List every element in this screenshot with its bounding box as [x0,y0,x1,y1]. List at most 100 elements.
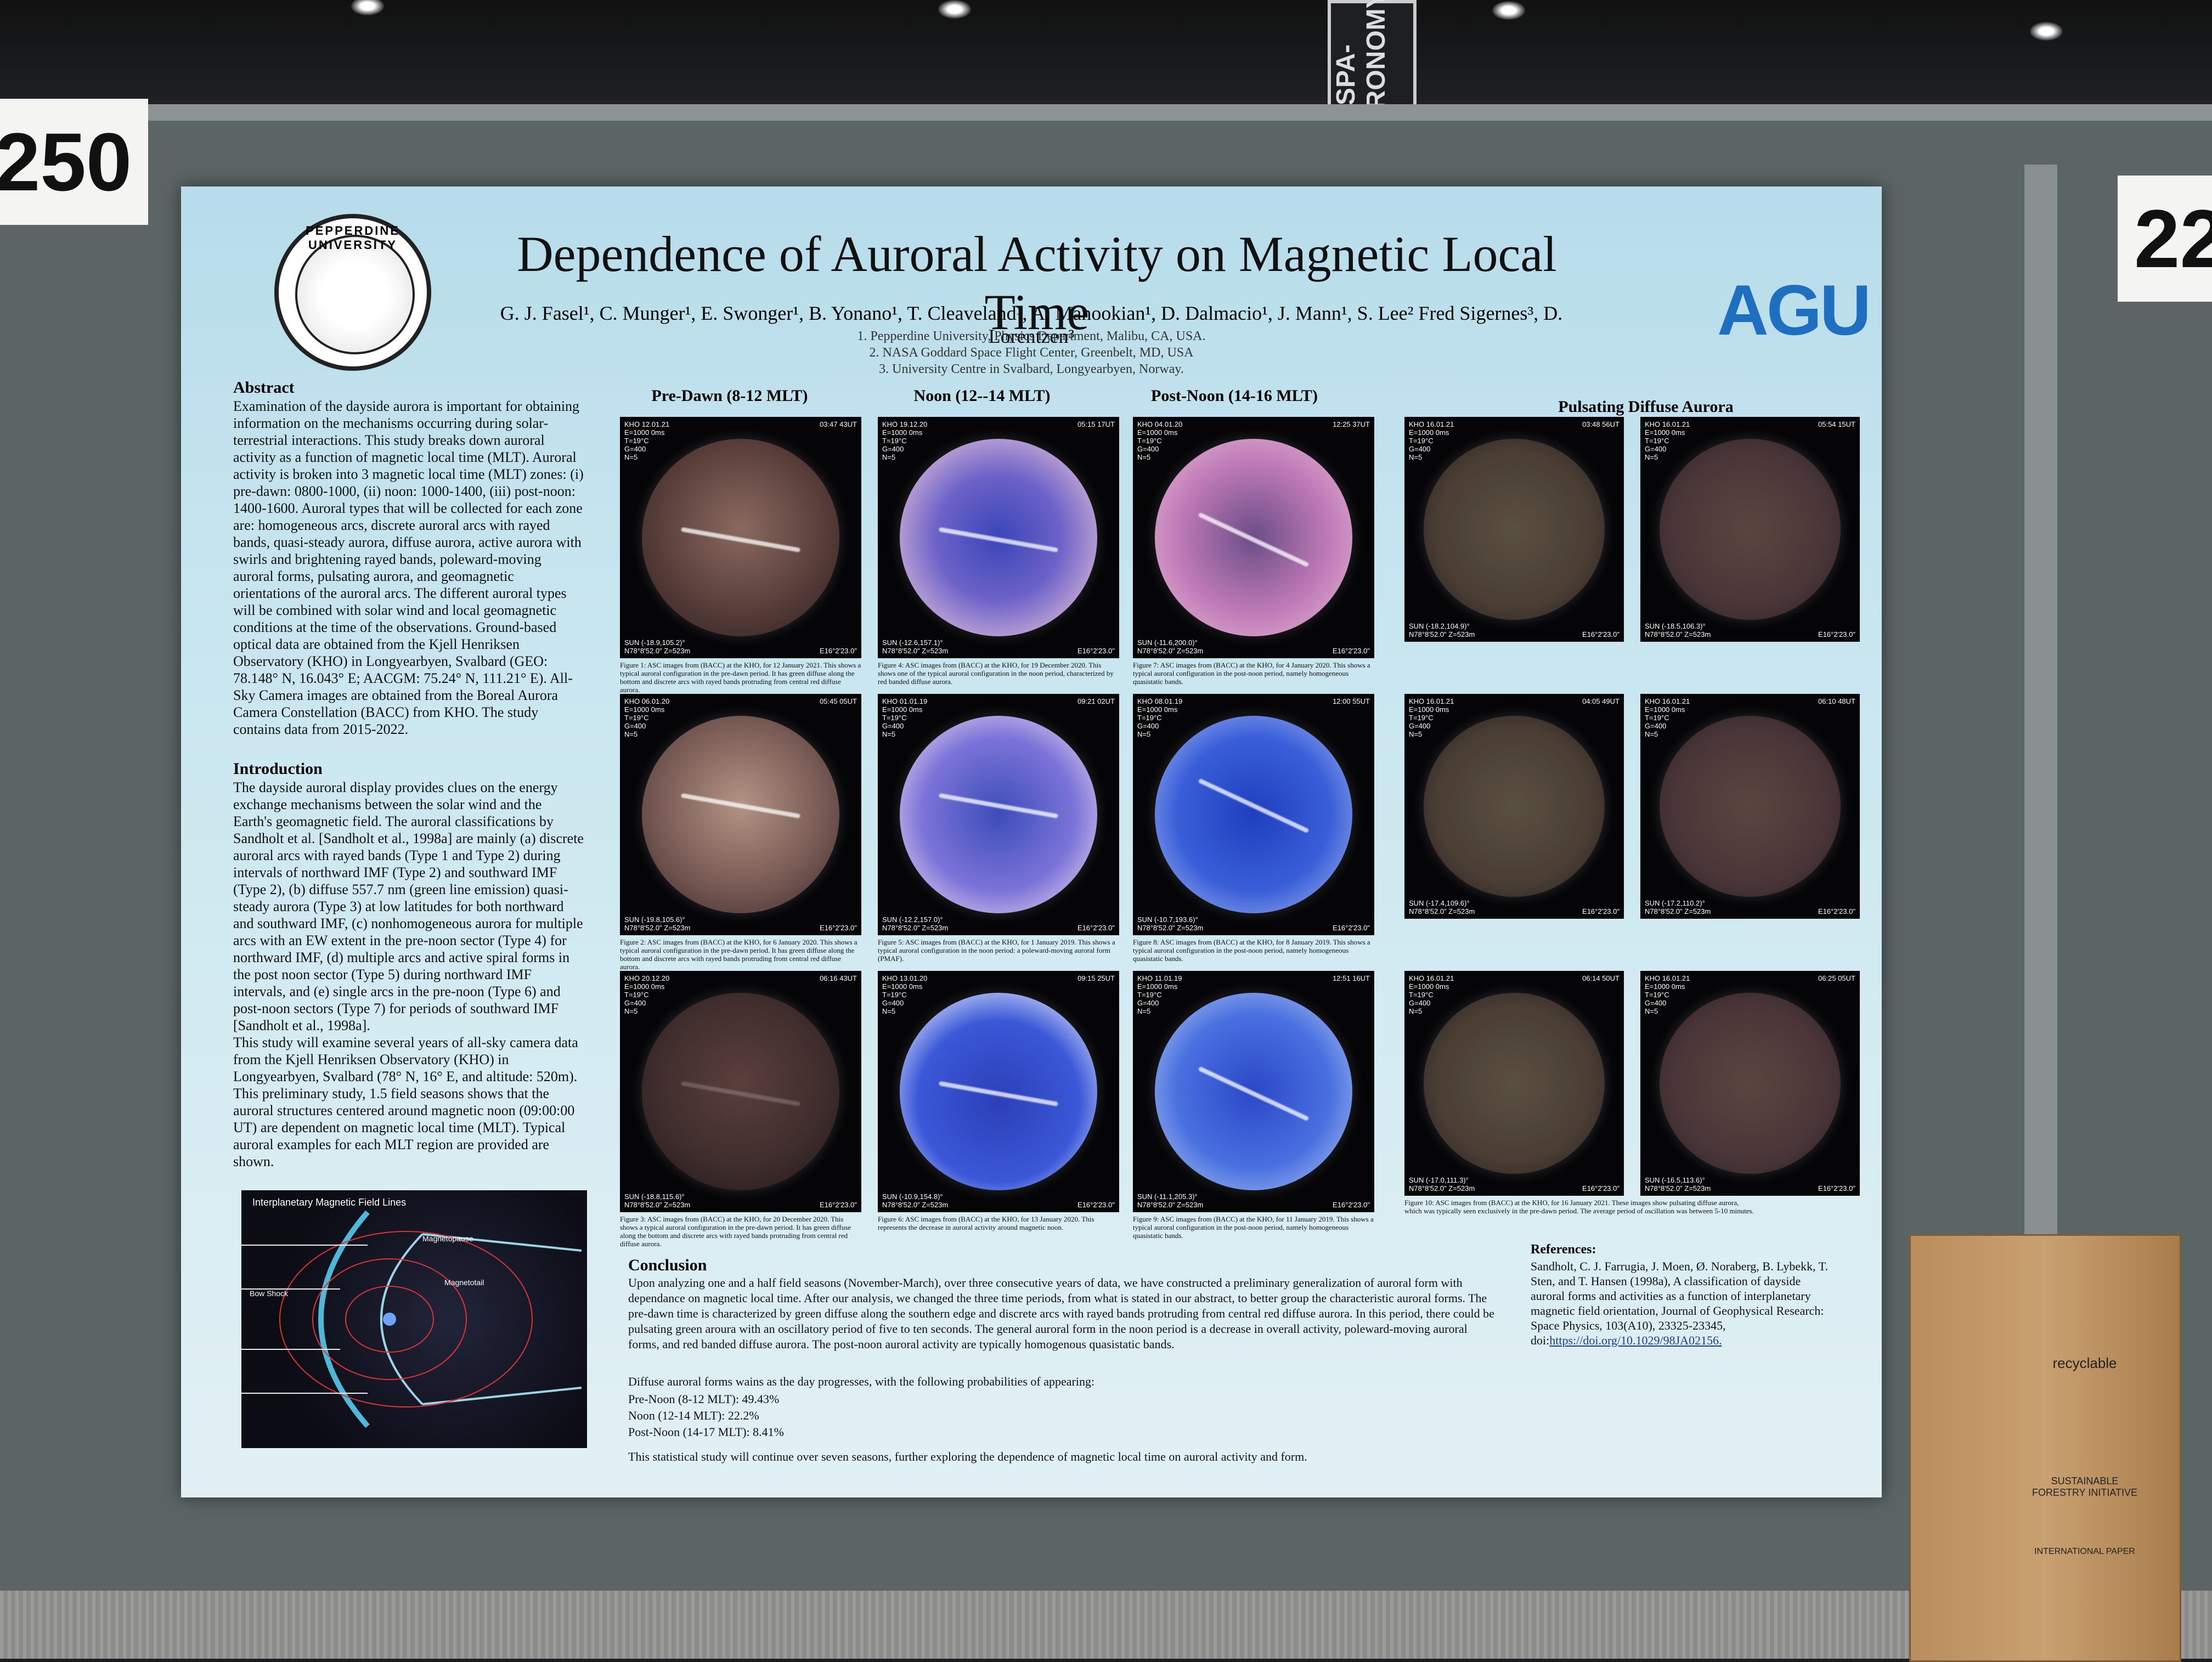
image-metadata-line: T=19°C [882,714,907,722]
image-sun-line: N78°8'52.0" Z=523m [624,1201,691,1209]
allsky-dome [1155,716,1352,913]
image-longitude: E16°2'23.0" [1818,907,1855,915]
image-timestamp: 12:00 55UT [1333,697,1370,705]
image-metadata-line: E=1000 0ms [624,982,665,991]
allsky-image: KHO 16.01.21 E=1000 0ms T=19°C G=400 N=5 06:2… [1640,971,1860,1196]
conclusion-text: Upon analyzing one and a half field seas… [628,1276,1494,1351]
image-metadata: KHO 04.01.20 E=1000 0ms T=19°C G=400 N=5 [1137,420,1203,461]
image-metadata: KHO 12.01.21 E=1000 0ms T=19°C G=400 N=5 [624,420,690,461]
image-metadata-line: N=5 [1409,730,1423,738]
image-sun-line: N78°8'52.0" Z=523m [624,924,691,932]
references-heading: References: [1531,1242,1596,1257]
image-metadata-line: E=1000 0ms [1645,428,1685,437]
image-metadata-line: KHO 19.12.20 [882,420,928,428]
conclusion-heading: Conclusion [628,1256,707,1274]
image-metadata-line: G=400 [882,999,904,1007]
image-sun-line: SUN (-18.9,105.2)° [624,638,685,647]
allsky-dome [1424,439,1605,620]
image-sun-position: SUN (-16.5,113.6)° N78°8'52.0" Z=523m [1645,1176,1711,1192]
image-longitude: E16°2'23.0" [1582,1184,1620,1192]
image-sun-line: N78°8'52.0" Z=523m [882,647,949,655]
image-metadata-line: G=400 [1645,999,1667,1007]
image-metadata-line: KHO 11.01.19 [1137,974,1182,982]
prob-postnoon: Post-Noon (14-17 MLT): 8.41% [628,1425,784,1439]
image-metadata-line: G=400 [1409,445,1431,453]
allsky-image: KHO 04.01.20 E=1000 0ms T=19°C G=400 N=5 12:2… [1133,417,1374,658]
image-sun-position: SUN (-18.2,104.9)° N78°8'52.0" Z=523m [1409,622,1475,638]
image-sun-line: SUN (-18.5,106.3)° [1645,622,1706,630]
image-longitude: E16°2'23.0" [1077,647,1115,655]
image-metadata-line: KHO 08.01.19 [1137,697,1183,705]
image-timestamp: 09:21 02UT [1077,697,1115,705]
image-timestamp: 06:16 43UT [820,974,857,982]
allsky-dome [1424,993,1605,1174]
image-metadata-line: G=400 [1645,722,1667,730]
allsky-dome [1660,439,1841,620]
image-metadata-line: E=1000 0ms [1137,705,1178,714]
image-metadata-line: N=5 [1137,1007,1151,1015]
booth-number-left: 250 [0,99,149,225]
image-metadata: KHO 20.12.20 E=1000 0ms T=19°C G=400 N=5 [624,974,690,1015]
image-timestamp: 06:25 05UT [1818,974,1855,982]
image-sun-line: N78°8'52.0" Z=523m [882,1201,949,1209]
allsky-image: KHO 06.01.20 E=1000 0ms T=19°C G=400 N=5 05:4… [620,694,861,935]
conclusion-prob-intro: Diffuse auroral forms wains as the day p… [628,1375,1095,1388]
image-longitude: E16°2'23.0" [1582,630,1620,638]
image-metadata-line: G=400 [624,722,646,730]
affiliation-1: 1. Pepperdine University, Physics Depart… [857,329,1206,343]
image-sun-line: SUN (-19.8,105.6)° [624,915,685,924]
seal-emblem [295,235,415,354]
research-poster: PEPPERDINE UNIVERSITY Dependence of Auro… [181,186,1882,1497]
image-sun-line: N78°8'52.0" Z=523m [1137,647,1204,655]
image-metadata-line: E=1000 0ms [1645,982,1685,991]
image-metadata-line: E=1000 0ms [1409,428,1449,437]
image-metadata-line: E=1000 0ms [1137,428,1178,437]
prob-prenoon: Pre-Noon (8-12 MLT): 49.43% [628,1392,780,1406]
image-sun-line: SUN (-10.9,154.8)° [882,1192,943,1201]
image-longitude: E16°2'23.0" [1077,924,1115,932]
image-sun-position: SUN (-17.0,111.3)° N78°8'52.0" Z=523m [1409,1176,1475,1192]
image-metadata-line: G=400 [624,445,646,453]
introduction-heading: Introduction [233,760,323,778]
image-metadata-line: N=5 [1409,453,1423,461]
image-timestamp: 06:14 50UT [1582,974,1620,982]
image-longitude: E16°2'23.0" [820,647,857,655]
column-noon: Noon (12--14 MLT) [913,387,1051,405]
conclusion-closing: This statistical study will continue ove… [628,1450,1307,1463]
image-sun-line: SUN (-12.2,157.0)° [882,915,943,924]
image-metadata-line: KHO 06.01.20 [624,697,670,705]
image-timestamp: 03:48 56UT [1582,420,1620,428]
image-metadata: KHO 11.01.19 E=1000 0ms T=19°C G=400 N=5 [1137,974,1203,1015]
image-metadata-line: E=1000 0ms [1645,705,1685,714]
image-metadata-line: T=19°C [1645,437,1669,445]
abstract-heading: Abstract [233,378,295,397]
image-sun-position: SUN (-11.6,200.0)° N78°8'52.0" Z=523m [1137,638,1203,655]
image-sun-line: N78°8'52.0" Z=523m [1409,630,1475,638]
allsky-image: KHO 19.12.20 E=1000 0ms T=19°C G=400 N=5 05:1… [878,417,1119,658]
image-metadata: KHO 13.01.20 E=1000 0ms T=19°C G=400 N=5 [882,974,948,1015]
image-sun-line: SUN (-17.0,111.3)° [1409,1176,1469,1184]
image-metadata: KHO 16.01.21 E=1000 0ms T=19°C G=400 N=5 [1645,420,1711,461]
references-text: Sandholt, C. J. Farrugia, J. Moen, Ø. No… [1531,1259,1838,1348]
image-sun-line: N78°8'52.0" Z=523m [1409,1184,1475,1192]
prob-noon: Noon (12-14 MLT): 22.2% [628,1409,759,1422]
magnetosphere-figure: Interplanetary Magnetic Field Lines Bow … [241,1190,587,1448]
poster-title: Dependence of Auroral Activity on Magnet… [517,226,1557,340]
image-sun-position: SUN (-17.2,110.2)° N78°8'52.0" Z=523m [1645,899,1711,915]
image-metadata-line: E=1000 0ms [1409,982,1449,991]
image-sun-position: SUN (-11.1,205.3)° N78°8'52.0" Z=523m [1137,1192,1203,1209]
image-metadata-line: KHO 04.01.20 [1137,420,1183,428]
image-timestamp: 12:51 16UT [1333,974,1370,982]
image-metadata-line: N=5 [624,730,638,738]
image-metadata-line: E=1000 0ms [882,705,923,714]
image-metadata: KHO 19.12.20 E=1000 0ms T=19°C G=400 N=5 [882,420,948,461]
reference-doi-link[interactable]: https://doi.org/10.1029/98JA02156. [1549,1333,1722,1347]
image-metadata-line: KHO 01.01.19 [882,697,928,705]
figure-caption: Figure 2: ASC images from (BACC) at the … [620,938,857,971]
introduction-text-2: This study will examine several years of… [233,1034,578,1169]
image-sun-line: N78°8'52.0" Z=523m [1645,630,1711,638]
magnetosphere-title: Interplanetary Magnetic Field Lines [252,1197,407,1208]
image-metadata-line: G=400 [882,722,904,730]
box-sfi-label: SUSTAINABLE FORESTRY INITIATIVE [2032,1476,2138,1498]
image-metadata-line: G=400 [1645,445,1667,453]
